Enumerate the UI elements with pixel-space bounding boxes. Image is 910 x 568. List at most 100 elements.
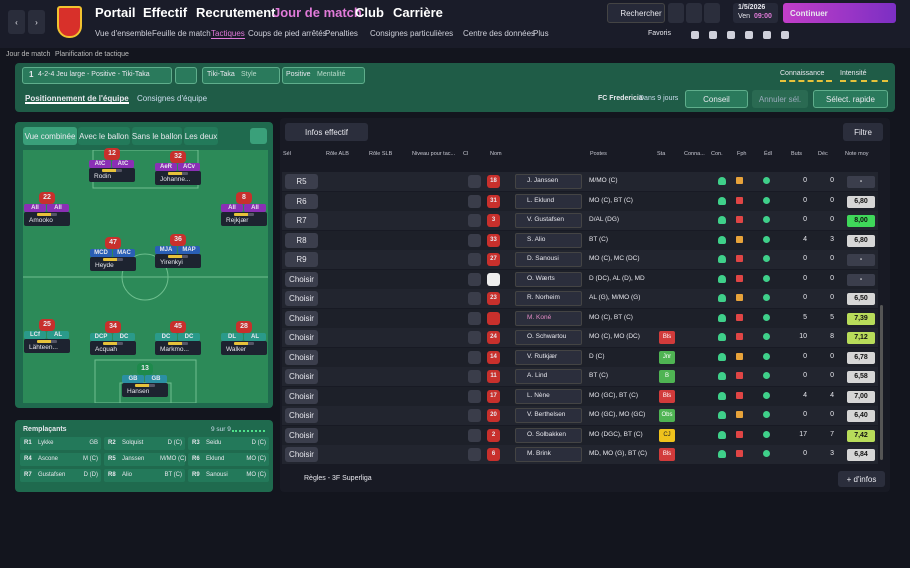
sub-row[interactable] <box>20 469 101 482</box>
sub-row[interactable] <box>104 453 185 466</box>
select-button[interactable]: Choisir <box>285 349 318 365</box>
favorite-icon[interactable] <box>691 31 699 39</box>
name-select[interactable] <box>515 291 582 306</box>
player-icon[interactable] <box>468 233 481 247</box>
column-header[interactable]: Note moy <box>845 151 869 157</box>
club-logo[interactable] <box>57 6 82 38</box>
breadcrumb[interactable]: Jour de match <box>6 51 51 58</box>
sub-row[interactable] <box>188 437 269 450</box>
player-icon[interactable] <box>468 194 481 208</box>
column-header[interactable]: Déc <box>818 151 828 157</box>
player-card[interactable] <box>155 171 201 185</box>
column-header[interactable]: Buts <box>791 151 803 157</box>
sub-row[interactable] <box>20 453 101 466</box>
player-icon[interactable] <box>468 428 481 442</box>
column-header[interactable]: Niveau pour tac... <box>412 151 456 157</box>
column-header[interactable]: Conna... <box>684 151 705 157</box>
more-info-button[interactable]: + d'infos <box>838 471 885 487</box>
squad-view-button[interactable]: Infos effectif <box>285 123 368 141</box>
name-select[interactable] <box>515 310 582 326</box>
sub-row[interactable] <box>104 469 185 482</box>
select-button[interactable]: Choisir <box>285 408 318 423</box>
player-icon[interactable] <box>468 214 481 227</box>
column-header[interactable]: Édl <box>764 151 772 157</box>
column-header[interactable]: Nom <box>490 151 502 157</box>
tab[interactable]: Positionnement de l'équipe <box>25 94 129 104</box>
select-button[interactable]: R9 <box>285 252 318 267</box>
icon-button[interactable] <box>668 3 684 23</box>
column-header[interactable]: Sta <box>657 151 666 157</box>
player-icon[interactable] <box>468 253 481 266</box>
select-button[interactable]: R7 <box>285 213 318 228</box>
favorite-icon[interactable] <box>709 31 717 39</box>
icon-button[interactable] <box>704 3 720 23</box>
pitch-tab[interactable]: Les deux <box>184 127 218 145</box>
player-card[interactable] <box>89 168 135 182</box>
player-card[interactable] <box>90 257 136 271</box>
player-icon[interactable] <box>468 331 481 344</box>
add-button[interactable] <box>175 67 197 84</box>
sub-row[interactable] <box>104 437 185 450</box>
favorite-icon[interactable] <box>727 31 735 39</box>
player-icon[interactable] <box>468 311 481 325</box>
name-select[interactable] <box>515 232 582 248</box>
nav-item[interactable]: Effectif <box>143 5 188 20</box>
advice-button[interactable]: Conseil <box>685 90 748 108</box>
column-header[interactable]: Fph <box>737 151 747 157</box>
player-icon[interactable] <box>468 175 481 188</box>
nav-item[interactable]: Jour de match <box>273 5 362 20</box>
name-select[interactable] <box>515 349 582 365</box>
undo-button[interactable]: Annuler sél. <box>752 90 808 108</box>
sub-row[interactable] <box>188 469 269 482</box>
sub-row[interactable] <box>188 453 269 466</box>
filter-button[interactable]: Filtre <box>843 123 883 141</box>
name-select[interactable] <box>515 271 582 287</box>
select-button[interactable]: R8 <box>285 232 318 248</box>
player-card[interactable] <box>221 212 267 226</box>
pitch-tab[interactable]: Avec le ballon <box>78 127 130 145</box>
quick-button[interactable]: Sélect. rapide <box>813 90 888 108</box>
name-select[interactable] <box>515 427 582 443</box>
continue-button[interactable]: Continuer <box>783 3 896 23</box>
column-header[interactable]: Con. <box>711 151 723 157</box>
subnav-item[interactable]: Vue d'ensemble <box>95 29 152 38</box>
pitch-tab[interactable]: Sans le ballon <box>132 127 182 145</box>
player-card[interactable] <box>155 341 201 355</box>
select-button[interactable]: Choisir <box>285 271 318 287</box>
name-select[interactable] <box>515 193 582 209</box>
player-card[interactable] <box>24 212 70 226</box>
select-button[interactable]: Choisir <box>285 427 318 443</box>
select-button[interactable]: Choisir <box>285 330 318 345</box>
column-header[interactable]: Sél <box>283 151 291 157</box>
player-card[interactable] <box>122 383 168 397</box>
tactic-select[interactable] <box>22 67 172 84</box>
nav-item[interactable]: Portail <box>95 5 136 20</box>
subnav-item[interactable]: Penalties <box>325 29 358 38</box>
column-header[interactable]: Cl <box>463 151 469 157</box>
select-button[interactable]: Choisir <box>285 310 318 326</box>
column-header[interactable]: Postes <box>590 151 607 157</box>
select-button[interactable]: Choisir <box>285 369 318 384</box>
select-button[interactable]: R6 <box>285 193 318 209</box>
rules-link[interactable]: Règles - 3F Superliga <box>304 475 372 482</box>
back-button[interactable]: ‹ <box>8 10 25 34</box>
nav-item[interactable]: Carrière <box>393 5 443 20</box>
player-card[interactable] <box>90 341 136 355</box>
player-icon[interactable] <box>468 272 481 286</box>
subnav-item[interactable]: Centre des données <box>463 29 536 38</box>
favorite-icon[interactable] <box>781 31 789 39</box>
name-select[interactable] <box>515 369 582 384</box>
name-select[interactable] <box>515 330 582 345</box>
name-select[interactable] <box>515 388 582 404</box>
icon-button[interactable] <box>686 3 702 23</box>
style-box[interactable] <box>202 67 280 84</box>
pitch-tab[interactable]: Vue combinée <box>23 127 77 145</box>
sub-row[interactable] <box>20 437 101 450</box>
favorites[interactable]: Favoris <box>648 30 671 37</box>
player-icon[interactable] <box>468 292 481 305</box>
name-select[interactable] <box>515 408 582 423</box>
search-box[interactable]: Rechercher <box>607 3 665 23</box>
subnav-item[interactable]: Consignes particulières <box>370 29 454 38</box>
subnav-item[interactable]: Feuille de match <box>152 29 211 38</box>
player-icon[interactable] <box>468 389 481 403</box>
